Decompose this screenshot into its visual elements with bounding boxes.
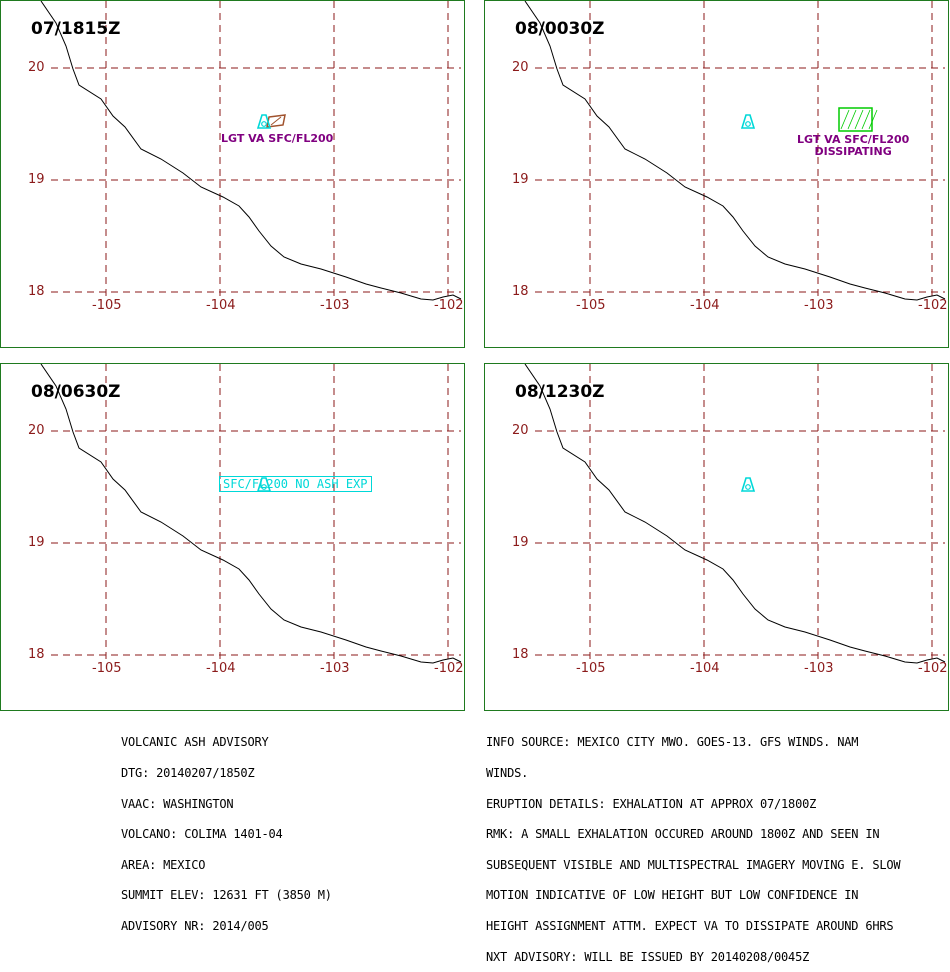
coastline	[524, 364, 946, 664]
coastline	[40, 1, 462, 301]
lon-label-103: -103	[804, 298, 834, 313]
map-canvas	[40, 364, 462, 664]
volcano-vent-icon	[745, 484, 751, 490]
lat-label-18: 18	[512, 647, 529, 662]
remark-line: HEIGHT ASSIGNMENT ATTM. EXPECT VA TO DIS…	[486, 919, 894, 934]
no-ash-label: SFC/FL200 NO ASH EXP	[219, 476, 372, 492]
lon-label-104: -104	[690, 661, 720, 676]
advisory-line: SUMMIT ELEV: 12631 FT (3850 M)	[121, 888, 332, 903]
lon-label-105: -105	[576, 661, 606, 676]
lat-label-20: 20	[512, 423, 529, 438]
remark-line: SUBSEQUENT VISIBLE AND MULTISPECTRAL IMA…	[486, 857, 901, 872]
volcano-icon	[740, 477, 756, 492]
lat-label-18: 18	[28, 647, 45, 662]
lon-label-102: -102	[918, 298, 948, 313]
remark-line: INFO SOURCE: MEXICO CITY MWO. GOES-13. G…	[486, 735, 859, 750]
ash-label: LGT VA SFC/FL200	[221, 133, 333, 145]
forecast-ash-area	[838, 107, 873, 132]
map-panel-4: 08/1230Z 20 19 18 -105 -104 -103 -102	[484, 363, 949, 711]
lat-label-19: 19	[28, 172, 45, 187]
panel-time: 08/0030Z	[515, 19, 605, 39]
forecast-ash-hatch	[861, 109, 871, 130]
lat-label-19: 19	[512, 172, 529, 187]
lon-label-104: -104	[690, 298, 720, 313]
lon-label-102: -102	[434, 661, 464, 676]
lon-label-102: -102	[918, 661, 948, 676]
lat-label-19: 19	[28, 535, 45, 550]
lon-label-105: -105	[92, 298, 122, 313]
coastline	[40, 364, 462, 664]
forecast-ash-hatch	[854, 109, 864, 130]
lon-label-105: -105	[92, 661, 122, 676]
lon-label-105: -105	[576, 298, 606, 313]
advisory-line: VOLCANO: COLIMA 1401-04	[121, 827, 283, 842]
forecast-ash-hatch	[840, 109, 850, 130]
remark-line: WINDS.	[486, 766, 529, 781]
map-canvas	[524, 364, 946, 664]
ash-label: LGT VA SFC/FL200 DISSIPATING	[797, 134, 909, 158]
advisory-line: VOLCANIC ASH ADVISORY	[121, 735, 269, 750]
volcano-vent-icon	[261, 484, 267, 490]
forecast-ash-hatch	[868, 109, 878, 130]
map-panel-2: 08/0030Z 20 19 18 -105 -104 -103 -102 LG…	[484, 0, 949, 348]
map-panel-1: 07/1815Z 20 19 18 -105 -104 -103 -102 LG…	[0, 0, 465, 348]
observed-ash-area	[266, 114, 286, 128]
ash-label-line-1: LGT VA SFC/FL200	[221, 132, 334, 145]
coastline	[524, 1, 946, 301]
map-canvas	[524, 1, 946, 301]
volcano-vent-icon	[261, 121, 267, 127]
ash-label-line-2: DISSIPATING	[814, 145, 892, 158]
observed-ash-hatch	[270, 116, 282, 126]
lon-label-104: -104	[206, 298, 236, 313]
volcano-icon	[256, 114, 272, 129]
remark-line: ERUPTION DETAILS: EXHALATION AT APPROX 0…	[486, 796, 817, 811]
map-canvas	[40, 1, 462, 301]
lon-label-104: -104	[206, 661, 236, 676]
forecast-ash-hatch	[847, 109, 857, 130]
remark-line: MOTION INDICATIVE OF LOW HEIGHT BUT LOW …	[486, 888, 859, 903]
lat-label-19: 19	[512, 535, 529, 550]
advisory-line: ADVISORY NR: 2014/005	[121, 919, 269, 934]
lat-label-20: 20	[512, 60, 529, 75]
panel-time: 07/1815Z	[31, 19, 121, 39]
lon-label-103: -103	[320, 661, 350, 676]
advisory-line: AREA: MEXICO	[121, 857, 206, 872]
volcano-vent-icon	[745, 121, 751, 127]
panel-time: 08/0630Z	[31, 382, 121, 402]
lat-label-18: 18	[512, 284, 529, 299]
volcano-icon	[740, 114, 756, 129]
lat-label-18: 18	[28, 284, 45, 299]
lat-label-20: 20	[28, 423, 45, 438]
remark-line: RMK: A SMALL EXHALATION OCCURED AROUND 1…	[486, 827, 880, 842]
advisory-remarks-text: INFO SOURCE: MEXICO CITY MWO. GOES-13. G…	[486, 717, 901, 972]
panel-time: 08/1230Z	[515, 382, 605, 402]
advisory-header-text: VOLCANIC ASH ADVISORY DTG: 20140207/1850…	[121, 717, 332, 941]
remark-line: NXT ADVISORY: WILL BE ISSUED BY 20140208…	[486, 949, 810, 964]
lat-label-20: 20	[28, 60, 45, 75]
advisory-line: DTG: 20140207/1850Z	[121, 766, 255, 781]
lon-label-103: -103	[320, 298, 350, 313]
lon-label-103: -103	[804, 661, 834, 676]
advisory-line: VAAC: WASHINGTON	[121, 796, 234, 811]
map-panel-3: 08/0630Z 20 19 18 -105 -104 -103 -102 SF…	[0, 363, 465, 711]
lon-label-102: -102	[434, 298, 464, 313]
ash-label-line-1: LGT VA SFC/FL200	[797, 133, 910, 146]
